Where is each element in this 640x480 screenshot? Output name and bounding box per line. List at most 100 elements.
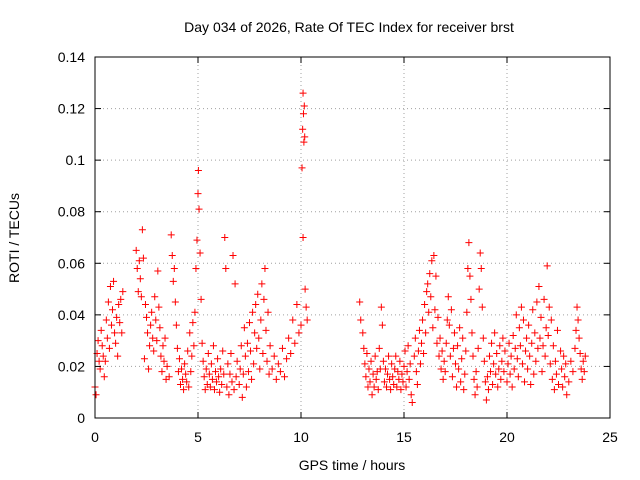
data-point	[410, 352, 418, 360]
data-point	[366, 378, 374, 386]
data-point	[461, 370, 469, 378]
data-point	[432, 272, 440, 280]
data-point	[178, 365, 186, 373]
data-point	[134, 288, 142, 296]
data-point	[529, 306, 537, 314]
data-point	[407, 391, 415, 399]
data-point	[253, 344, 261, 352]
data-point	[172, 321, 180, 329]
data-point	[146, 342, 154, 350]
data-point	[392, 352, 400, 360]
data-point	[190, 342, 198, 350]
data-point	[151, 293, 159, 301]
data-point	[472, 368, 480, 376]
data-point	[254, 290, 262, 298]
data-point	[218, 380, 226, 388]
data-point	[425, 308, 433, 316]
data-point	[398, 370, 406, 378]
data-point	[381, 365, 389, 373]
data-point	[372, 375, 380, 383]
data-point	[144, 329, 152, 337]
data-point	[106, 282, 114, 290]
data-point	[201, 386, 209, 394]
data-point	[400, 362, 408, 370]
data-point	[228, 378, 236, 386]
data-point	[259, 350, 267, 358]
data-point	[248, 375, 256, 383]
data-point	[500, 368, 508, 376]
data-point	[418, 339, 426, 347]
x-tick-label: 0	[91, 429, 99, 445]
data-point	[526, 352, 534, 360]
data-point	[168, 252, 176, 260]
data-point	[361, 360, 369, 368]
data-point	[505, 339, 513, 347]
data-point	[157, 352, 165, 360]
data-point	[533, 298, 541, 306]
data-point	[195, 205, 203, 213]
data-point	[112, 339, 120, 347]
data-point	[439, 375, 447, 383]
data-point	[299, 110, 307, 118]
data-point	[240, 324, 248, 332]
data-point	[206, 383, 214, 391]
data-point	[216, 388, 224, 396]
x-tick-label: 20	[499, 429, 515, 445]
data-points	[91, 89, 589, 407]
data-point	[387, 386, 395, 394]
data-point	[558, 365, 566, 373]
data-point	[232, 373, 240, 381]
data-point	[545, 303, 553, 311]
data-point	[136, 275, 144, 283]
data-point	[111, 329, 119, 337]
data-point	[519, 316, 527, 324]
data-point	[295, 329, 303, 337]
data-point	[416, 360, 424, 368]
data-point	[229, 252, 237, 260]
data-point	[561, 373, 569, 381]
data-point	[185, 383, 193, 391]
data-point	[167, 231, 175, 239]
chart-title: Day 034 of 2026, Rate Of TEC Index for r…	[184, 19, 514, 35]
x-tick-label: 5	[194, 429, 202, 445]
data-point	[171, 298, 179, 306]
data-point	[222, 264, 230, 272]
data-point	[153, 337, 161, 345]
data-point	[302, 303, 310, 311]
data-point	[510, 365, 518, 373]
data-point	[567, 357, 575, 365]
data-point	[460, 386, 468, 394]
data-point	[501, 347, 509, 355]
data-point	[574, 316, 582, 324]
data-point	[524, 365, 532, 373]
data-point	[301, 285, 309, 293]
data-point	[247, 347, 255, 355]
data-point	[221, 234, 229, 241]
data-point	[579, 357, 587, 365]
data-point	[485, 352, 493, 360]
data-point	[534, 344, 542, 352]
data-point	[260, 295, 268, 303]
data-point	[266, 342, 274, 350]
data-point	[426, 270, 434, 278]
data-point	[463, 308, 471, 316]
data-point	[492, 370, 500, 378]
data-point	[98, 342, 106, 350]
data-point	[437, 365, 445, 373]
data-point	[474, 344, 482, 352]
data-point	[274, 360, 282, 368]
data-point	[200, 373, 208, 381]
data-point	[114, 352, 122, 360]
data-point	[552, 370, 560, 378]
data-point	[197, 295, 205, 303]
data-point	[242, 383, 250, 391]
data-point	[546, 360, 554, 368]
data-point	[553, 326, 561, 334]
data-point	[235, 380, 243, 388]
data-point	[293, 301, 301, 309]
data-point	[557, 347, 565, 355]
data-point	[447, 306, 455, 314]
data-point	[117, 295, 125, 303]
data-point	[163, 362, 171, 370]
